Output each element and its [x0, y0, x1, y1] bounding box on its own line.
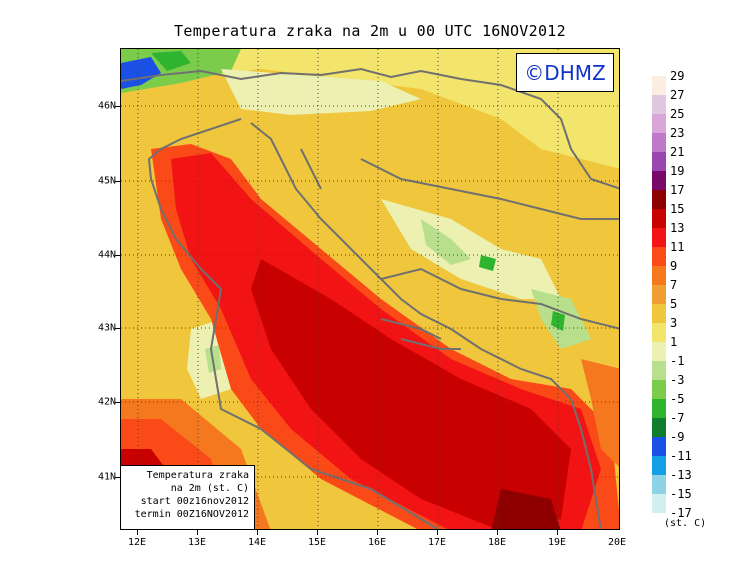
- colorbar-label: 3: [670, 316, 678, 330]
- colorbar-label: -11: [670, 449, 692, 463]
- lat-tick: [115, 477, 120, 478]
- colorbar-swatch: [652, 342, 666, 361]
- colorbar-swatch: [652, 323, 666, 342]
- colorbar-swatch: [652, 228, 666, 247]
- lat-label: 41N: [97, 471, 116, 483]
- colorbar-label: -13: [670, 468, 692, 482]
- graticule: [121, 49, 619, 529]
- lat-tick: [115, 181, 120, 182]
- colorbar-label: -9: [670, 430, 685, 444]
- lat-tick: [115, 402, 120, 403]
- colorbar-swatch: [652, 133, 666, 152]
- colorbar-label: -15: [670, 487, 692, 501]
- lon-tick: [497, 530, 498, 535]
- lon-tick: [197, 530, 198, 535]
- colorbar-swatch: [652, 475, 666, 494]
- colorbar-swatch: [652, 95, 666, 114]
- colorbar-swatch: [652, 266, 666, 285]
- colorbar-swatch: [652, 456, 666, 475]
- temperature-map: [120, 48, 620, 530]
- lon-label: 14E: [247, 537, 267, 548]
- colorbar: [652, 76, 666, 513]
- colorbar-swatch: [652, 152, 666, 171]
- colorbar-swatch: [652, 209, 666, 228]
- colorbar-label: -5: [670, 392, 685, 406]
- map-title: Temperatura zraka na 2m u 00 UTC 16NOV20…: [174, 22, 566, 40]
- dhmz-logo: ©DHMZ: [516, 53, 614, 92]
- colorbar-swatch: [652, 494, 666, 513]
- lon-tick: [377, 530, 378, 535]
- colorbar-label: -7: [670, 411, 685, 425]
- colorbar-label: 17: [670, 183, 685, 197]
- info-line: start 00z16nov2012: [140, 496, 249, 507]
- colorbar-swatch: [652, 190, 666, 209]
- colorbar-label: 25: [670, 107, 685, 121]
- colorbar-label: 29: [670, 69, 685, 83]
- colorbar-label: 21: [670, 145, 685, 159]
- colorbar-swatch: [652, 380, 666, 399]
- colorbar-label: 5: [670, 297, 678, 311]
- lat-label: 46N: [97, 100, 116, 112]
- colorbar-label: 15: [670, 202, 685, 216]
- info-box: Temperatura zraka na 2m (st. C) start 00…: [120, 465, 255, 530]
- lon-label: 13E: [187, 537, 207, 548]
- info-line: termin 00Z16NOV2012: [134, 509, 249, 520]
- lon-label: 15E: [307, 537, 327, 548]
- lon-tick: [437, 530, 438, 535]
- colorbar-swatch: [652, 247, 666, 266]
- lat-label: 44N: [97, 249, 116, 261]
- info-line: Temperatura zraka: [146, 470, 249, 481]
- colorbar-label: 11: [670, 240, 685, 254]
- colorbar-swatch: [652, 171, 666, 190]
- colorbar-swatch: [652, 114, 666, 133]
- lat-tick: [115, 255, 120, 256]
- colorbar-label: 9: [670, 259, 678, 273]
- lon-tick: [257, 530, 258, 535]
- colorbar-label: 1: [670, 335, 678, 349]
- lat-tick: [115, 328, 120, 329]
- colorbar-swatch: [652, 76, 666, 95]
- lon-tick: [557, 530, 558, 535]
- lon-label: 17E: [427, 537, 447, 548]
- info-line: na 2m (st. C): [170, 483, 249, 494]
- lon-label: 18E: [487, 537, 507, 548]
- colorbar-label: 27: [670, 88, 685, 102]
- lon-label: 20E: [607, 537, 627, 548]
- colorbar-swatch: [652, 418, 666, 437]
- lon-label: 12E: [127, 537, 147, 548]
- colorbar-label: 7: [670, 278, 678, 292]
- colorbar-label: -1: [670, 354, 685, 368]
- temperature-field: [121, 49, 619, 529]
- colorbar-label: 23: [670, 126, 685, 140]
- lat-label: 43N: [97, 322, 116, 334]
- lat-label: 45N: [97, 175, 116, 187]
- colorbar-swatch: [652, 304, 666, 323]
- colorbar-unit: (st. C): [664, 518, 707, 529]
- colorbar-label: 13: [670, 221, 685, 235]
- lat-label: 42N: [97, 396, 116, 408]
- colorbar-label: -17: [670, 506, 692, 520]
- lon-label: 19E: [547, 537, 567, 548]
- colorbar-swatch: [652, 437, 666, 456]
- colorbar-swatch: [652, 361, 666, 380]
- colorbar-label: -3: [670, 373, 685, 387]
- lat-tick: [115, 106, 120, 107]
- lon-label: 16E: [367, 537, 387, 548]
- colorbar-swatch: [652, 285, 666, 304]
- colorbar-swatch: [652, 399, 666, 418]
- coastlines: [121, 67, 619, 529]
- lon-tick: [137, 530, 138, 535]
- lon-tick: [317, 530, 318, 535]
- colorbar-label: 19: [670, 164, 685, 178]
